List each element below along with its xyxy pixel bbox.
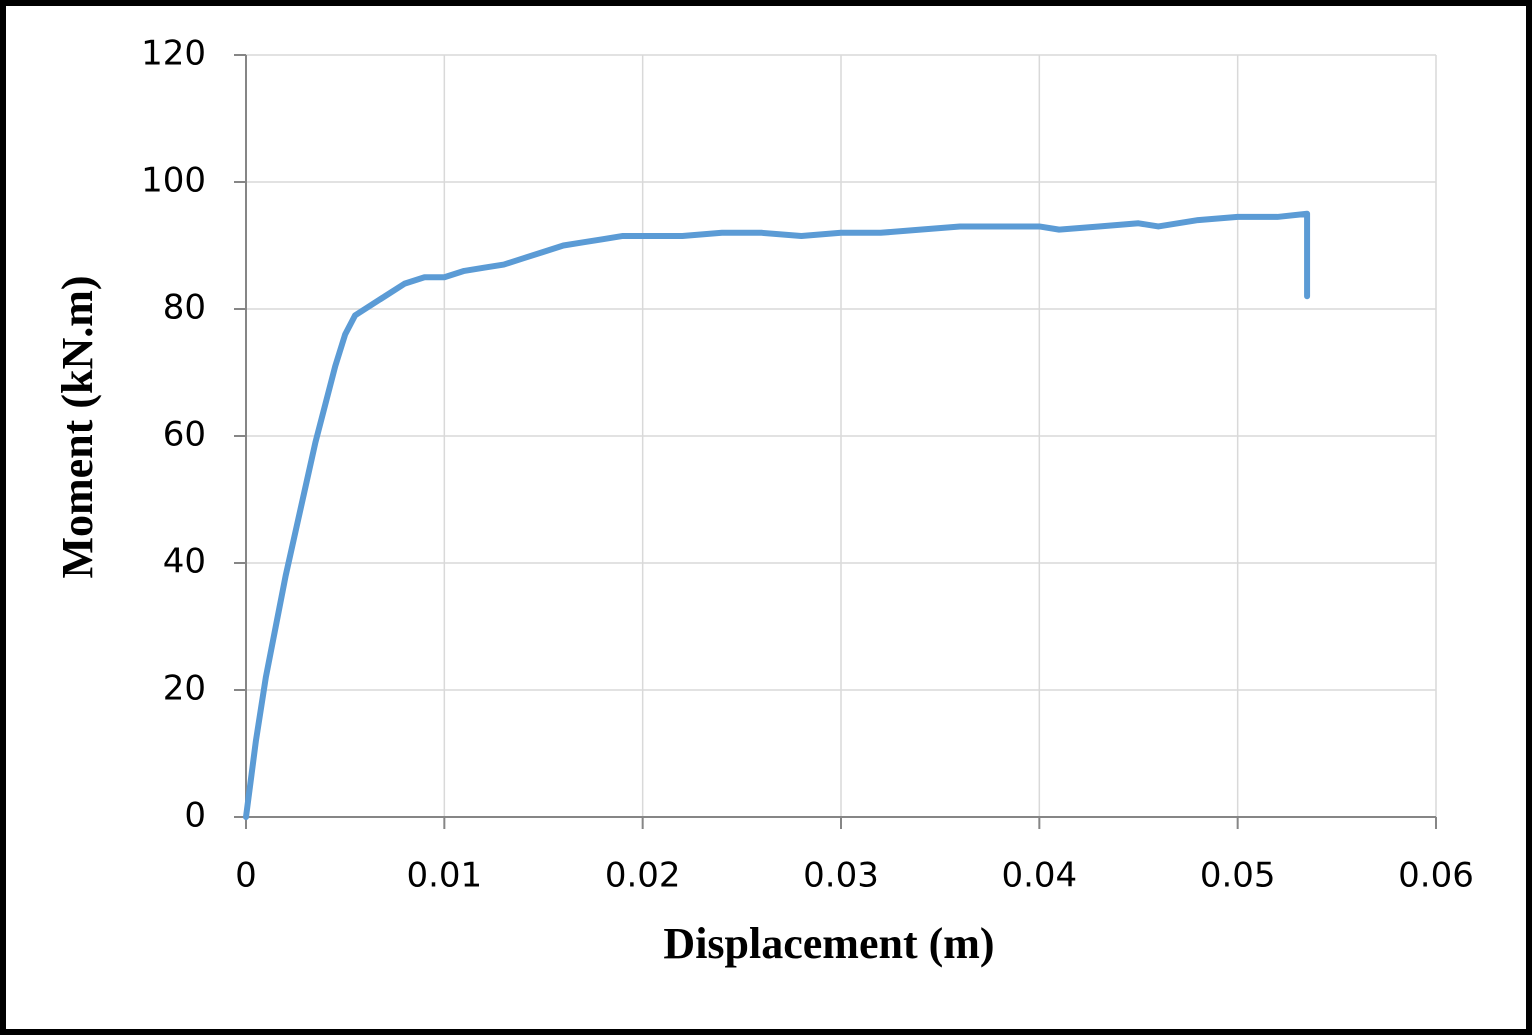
x-tick-label: 0.05 — [1200, 856, 1276, 896]
y-tick-label: 0 — [184, 796, 206, 836]
x-tick-label: 0.04 — [1001, 856, 1077, 896]
x-tick-label: 0.02 — [605, 856, 681, 896]
x-tick-label: 0.01 — [406, 856, 482, 896]
x-tick-label: 0 — [235, 856, 257, 896]
x-tick-label: 0.06 — [1398, 856, 1474, 896]
y-tick-label: 100 — [141, 161, 206, 201]
y-axis-title: Moment (kN.m) — [53, 275, 102, 578]
y-tick-label: 80 — [163, 288, 206, 328]
data-line — [243, 210, 1311, 820]
x-tick-label: 0.03 — [803, 856, 879, 896]
y-tick-label: 20 — [163, 669, 206, 709]
y-tick-label: 40 — [163, 542, 206, 582]
x-axis-title: Displacement (m) — [663, 919, 994, 968]
y-tick-label: 60 — [163, 415, 206, 455]
y-tick-label: 120 — [141, 34, 206, 74]
